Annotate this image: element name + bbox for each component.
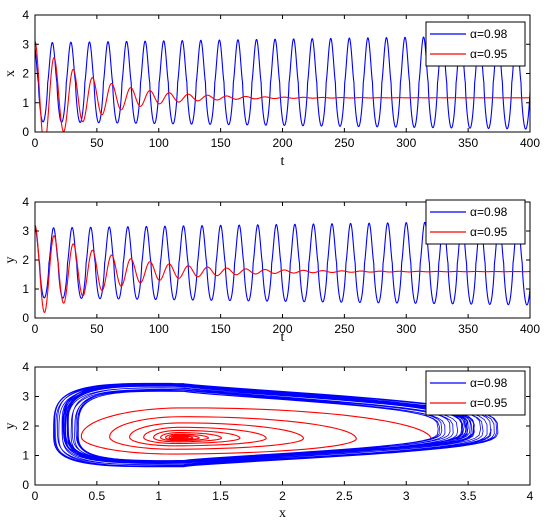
panel-y-vs-t: 0 50 100 150 200 250 300 350 40001234tyα=0.98α=0… (3, 195, 540, 345)
legend: α=0.98 α=0.95 (425, 199, 526, 245)
series-line-1 (35, 41, 530, 132)
series-line-1 (35, 224, 530, 313)
x-tick-label: 350 (458, 136, 478, 150)
legend-label: α=0.95 (470, 396, 508, 410)
y-tick-label: 4 (22, 360, 29, 374)
y-tick-label: 3 (22, 390, 29, 404)
x-tick-label: 250 (334, 322, 354, 336)
series-line-1 (80, 407, 432, 455)
x-tick-label: 150 (211, 322, 231, 336)
x-tick-label: 4 (527, 489, 534, 503)
y-tick-label: 1 (22, 282, 29, 296)
y-tick-label: 4 (22, 8, 29, 22)
legend-label: α=0.95 (470, 225, 508, 239)
legend-box (425, 21, 526, 67)
y-axis-label: y (3, 257, 18, 264)
x-tick-label: 150 (211, 136, 231, 150)
y-tick-label: 1 (22, 449, 29, 463)
x-tick-label: 300 (396, 136, 416, 150)
x-tick-label: 50 (90, 136, 104, 150)
x-tick-label: 0 (32, 489, 39, 503)
series-line-0 (35, 220, 530, 306)
y-axis-label: x (3, 70, 18, 77)
x-tick-label: 100 (149, 136, 169, 150)
x-tick-label: 0 (32, 136, 39, 150)
x-axis-label: x (279, 506, 286, 521)
plot-area (35, 35, 530, 132)
panel-phase-plane: 0 0.5 1 1.5 2 2.5 3 3.5 4 0 1 2 3 4 x y α=0.98 α=0.95 (3, 360, 534, 521)
x-tick-label: 1.5 (212, 489, 229, 503)
legend: α=0.98 α=0.95 (425, 21, 526, 67)
series-line-0 (53, 382, 499, 468)
x-axis-label: t (281, 154, 285, 169)
y-tick-label: 2 (22, 67, 29, 81)
y-tick-label: 3 (22, 224, 29, 238)
x-tick-label: 400 (520, 322, 540, 336)
panel-x-vs-t: 0 50 100 150 200 250 300 350 40001234txα=0.98α=0… (3, 8, 540, 169)
y-tick-label: 0 (22, 478, 29, 492)
legend-label: α=0.95 (470, 47, 508, 61)
x-tick-label: 3.5 (460, 489, 477, 503)
x-tick-label: 400 (520, 136, 540, 150)
y-tick-label: 0 (22, 311, 29, 325)
x-tick-label: 50 (90, 322, 104, 336)
legend-label: α=0.98 (470, 205, 508, 219)
x-tick-label: 100 (149, 322, 169, 336)
plot-area (35, 220, 530, 313)
x-tick-label: 0.5 (89, 489, 106, 503)
x-tick-label: 250 (334, 136, 354, 150)
x-tick-label: 1 (155, 489, 162, 503)
x-tick-label: 3 (403, 489, 410, 503)
x-tick-label: 200 (272, 322, 292, 336)
y-tick-label: 1 (22, 96, 29, 110)
plot-area (53, 382, 499, 468)
series-line-0 (35, 35, 530, 130)
x-tick-label: 2.5 (336, 489, 353, 503)
y-tick-label: 4 (22, 195, 29, 209)
x-tick-label: 200 (272, 136, 292, 150)
y-tick-label: 0 (22, 125, 29, 139)
legend-label: α=0.98 (470, 27, 508, 41)
x-tick-label: 350 (458, 322, 478, 336)
legend-box (425, 199, 526, 245)
y-tick-label: 2 (22, 419, 29, 433)
y-tick-label: 3 (22, 37, 29, 51)
legend: α=0.98 α=0.95 (425, 370, 526, 416)
legend-label: α=0.98 (470, 376, 508, 390)
x-tick-label: 300 (396, 322, 416, 336)
x-tick-label: 2 (279, 489, 286, 503)
y-tick-label: 2 (22, 253, 29, 267)
y-axis-label: y (3, 423, 18, 430)
x-tick-label: 0 (32, 322, 39, 336)
x-axis-label: t (281, 330, 285, 345)
legend-box (425, 370, 526, 416)
